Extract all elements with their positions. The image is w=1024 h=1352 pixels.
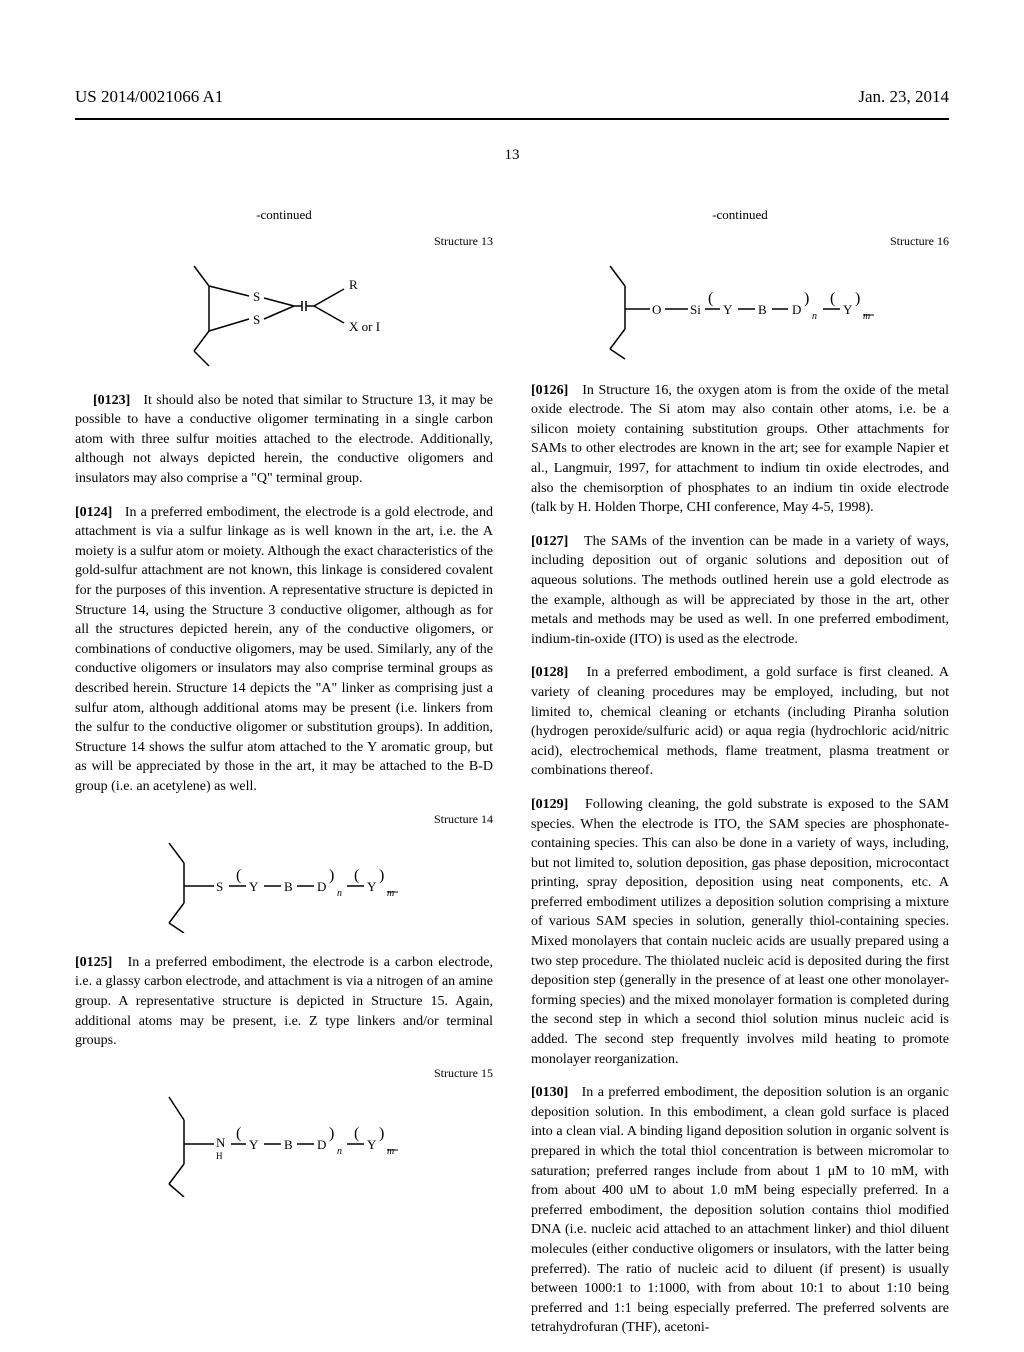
svg-text:): )	[329, 1125, 334, 1142]
continued-label: -continued	[531, 206, 949, 225]
svg-text:(: (	[236, 867, 241, 884]
svg-text:): )	[329, 867, 334, 884]
para-text: In a preferred embodiment, the electrode…	[75, 505, 493, 794]
para-128: [0128] In a preferred embodiment, a gold…	[531, 663, 949, 781]
svg-text:B: B	[284, 1137, 293, 1152]
continued-label: -continued	[75, 206, 493, 225]
para-num: [0129]	[531, 797, 568, 812]
structure-13-diagram: S S R X or I	[164, 261, 404, 371]
svg-text:N: N	[216, 1135, 226, 1150]
svg-text:O: O	[652, 302, 661, 317]
para-num: [0126]	[531, 383, 568, 398]
svg-text:Y: Y	[843, 302, 853, 317]
para-126: [0126] In Structure 16, the oxygen atom …	[531, 381, 949, 518]
svg-text:m: m	[863, 311, 870, 322]
structure-15-label: Structure 15	[75, 1065, 493, 1082]
svg-text:Y: Y	[249, 1137, 259, 1152]
para-num: [0124]	[75, 505, 112, 520]
para-num: [0123]	[93, 393, 130, 408]
svg-text:S: S	[253, 312, 260, 327]
svg-text:n: n	[812, 311, 817, 322]
para-text: Following cleaning, the gold substrate i…	[531, 797, 949, 1067]
left-column: -continued Structure 13 S S R	[75, 206, 493, 1352]
para-text: The SAMs of the invention can be made in…	[531, 534, 949, 647]
page-number: 13	[75, 145, 949, 167]
svg-text:B: B	[758, 302, 767, 317]
svg-text:): )	[379, 1125, 384, 1142]
para-text: In a preferred embodiment, the depositio…	[531, 1085, 949, 1335]
para-127: [0127] The SAMs of the invention can be …	[531, 532, 949, 650]
right-column: -continued Structure 16 O Si ( Y B D )	[531, 206, 949, 1352]
svg-text:): )	[804, 290, 809, 307]
header-rule	[75, 118, 949, 120]
svg-text:(: (	[708, 290, 713, 307]
svg-text:R: R	[349, 277, 358, 292]
structure-13-label: Structure 13	[75, 233, 493, 250]
svg-text:(: (	[830, 290, 835, 307]
two-column-layout: -continued Structure 13 S S R	[75, 206, 949, 1352]
structure-15-diagram: N H ( Y B D ) n ( Y ) m	[134, 1092, 434, 1197]
svg-text:): )	[379, 867, 384, 884]
svg-text:H: H	[216, 1151, 223, 1161]
patent-date: Jan. 23, 2014	[858, 85, 949, 110]
svg-text:m: m	[387, 1146, 394, 1157]
structure-16-label: Structure 16	[531, 233, 949, 250]
para-num: [0128]	[531, 665, 568, 680]
svg-text:(: (	[236, 1125, 241, 1142]
svg-text:): )	[855, 290, 860, 307]
svg-text:S: S	[253, 289, 260, 304]
svg-text:D: D	[792, 302, 801, 317]
para-num: [0130]	[531, 1085, 568, 1100]
para-130: [0130] In a preferred embodiment, the de…	[531, 1083, 949, 1338]
structure-14-label: Structure 14	[75, 811, 493, 828]
para-125: [0125] In a preferred embodiment, the el…	[75, 953, 493, 1051]
svg-text:D: D	[317, 879, 326, 894]
para-129: [0129] Following cleaning, the gold subs…	[531, 795, 949, 1069]
svg-text:S: S	[216, 879, 223, 894]
svg-text:Y: Y	[723, 302, 733, 317]
para-text: In Structure 16, the oxygen atom is from…	[531, 383, 949, 516]
svg-text:X or I: X or I	[349, 319, 380, 334]
para-text: It should also be noted that similar to …	[75, 393, 493, 486]
patent-id: US 2014/0021066 A1	[75, 85, 223, 110]
para-text: In a preferred embodiment, a gold surfac…	[531, 665, 949, 778]
svg-text:m: m	[387, 888, 394, 899]
svg-text:(: (	[354, 867, 359, 884]
para-124: [0124] In a preferred embodiment, the el…	[75, 503, 493, 797]
svg-text:Y: Y	[367, 1137, 377, 1152]
svg-text:(: (	[354, 1125, 359, 1142]
patent-header: US 2014/0021066 A1 Jan. 23, 2014	[75, 85, 949, 110]
svg-text:Y: Y	[367, 879, 377, 894]
svg-text:n: n	[337, 1146, 342, 1157]
para-num: [0127]	[531, 534, 568, 549]
svg-text:n: n	[337, 888, 342, 899]
para-text: In a preferred embodiment, the electrode…	[75, 955, 493, 1048]
svg-text:Si: Si	[690, 302, 701, 317]
para-num: [0125]	[75, 955, 112, 970]
structure-16-diagram: O Si ( Y B D ) n ( Y ) m	[580, 261, 900, 361]
structure-14-diagram: S ( Y B D ) n ( Y ) m	[134, 838, 434, 933]
svg-text:D: D	[317, 1137, 326, 1152]
para-123: [0123] It should also be noted that simi…	[75, 391, 493, 489]
svg-text:Y: Y	[249, 879, 259, 894]
svg-text:B: B	[284, 879, 293, 894]
